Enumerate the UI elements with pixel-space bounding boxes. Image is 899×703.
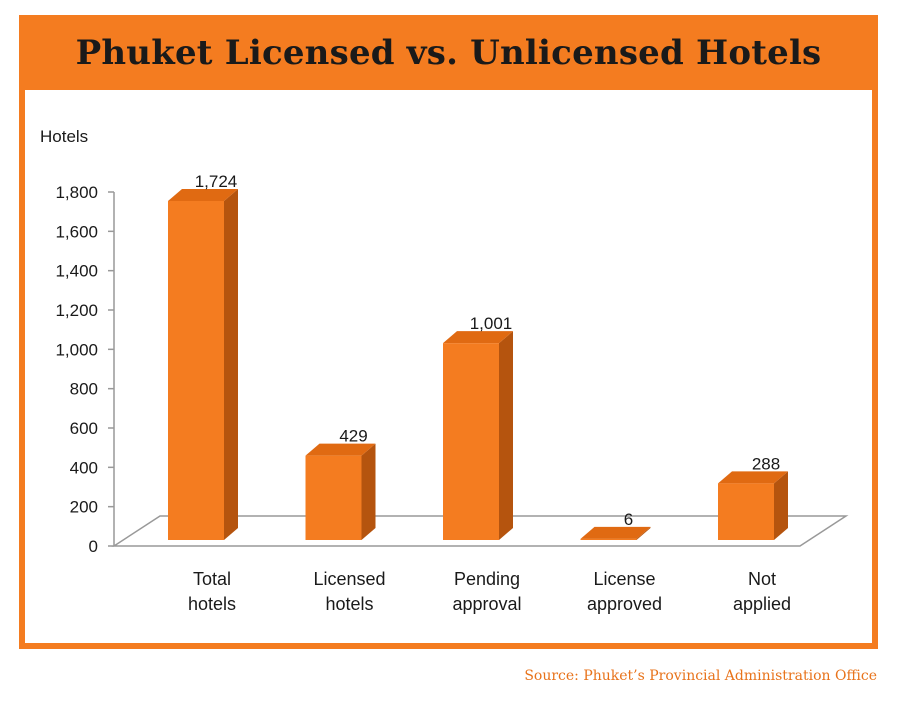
- x-tick-label: hotels: [325, 594, 373, 614]
- bar-side: [636, 526, 651, 540]
- y-tick-label: 800: [70, 380, 98, 399]
- bar-top: [580, 526, 651, 539]
- y-tick-label: 1,800: [55, 183, 98, 202]
- y-tick-label: 1,200: [55, 301, 98, 320]
- y-tick-label: 200: [70, 498, 98, 517]
- data-label: 1,724: [195, 172, 238, 191]
- x-tick-label: License: [593, 569, 655, 589]
- y-tick-label: 1,000: [55, 340, 98, 359]
- bar-top: [168, 188, 238, 201]
- bar-side: [224, 188, 238, 541]
- bar-top: [305, 443, 376, 456]
- chart-title: Phuket Licensed vs. Unlicensed Hotels: [75, 32, 822, 73]
- x-tick-label: approved: [587, 594, 662, 614]
- x-tick-label: hotels: [188, 594, 236, 614]
- y-tick-label: 0: [89, 537, 98, 556]
- bar-top: [718, 471, 788, 484]
- bar: [305, 455, 362, 540]
- data-label: 429: [339, 427, 367, 446]
- bar-side: [361, 443, 376, 540]
- bar-top: [443, 331, 513, 344]
- bar: [580, 538, 637, 540]
- source-note: Source: Phuket’s Provincial Administrati…: [524, 668, 877, 684]
- x-tick-label: Not: [748, 569, 776, 589]
- bar-side: [774, 471, 788, 540]
- bar-side: [499, 331, 513, 540]
- data-label: 6: [624, 510, 633, 529]
- bar: [443, 343, 499, 540]
- bar: [168, 200, 224, 541]
- y-tick-label: 600: [70, 419, 98, 438]
- title-band: Phuket Licensed vs. Unlicensed Hotels: [19, 15, 878, 90]
- x-tick-label: Total: [193, 569, 231, 589]
- data-label: 1,001: [470, 314, 513, 333]
- y-tick-label: 1,400: [55, 262, 98, 281]
- x-tick-label: Licensed: [313, 569, 385, 589]
- y-tick-label: 1,600: [55, 222, 98, 241]
- x-tick-label: Pending: [454, 569, 520, 589]
- x-tick-label: approval: [452, 594, 521, 614]
- y-axis-title: Hotels: [40, 127, 88, 146]
- data-label: 288: [752, 454, 780, 473]
- y-tick-label: 400: [70, 458, 98, 477]
- bar: [718, 483, 774, 540]
- x-tick-label: applied: [733, 594, 791, 614]
